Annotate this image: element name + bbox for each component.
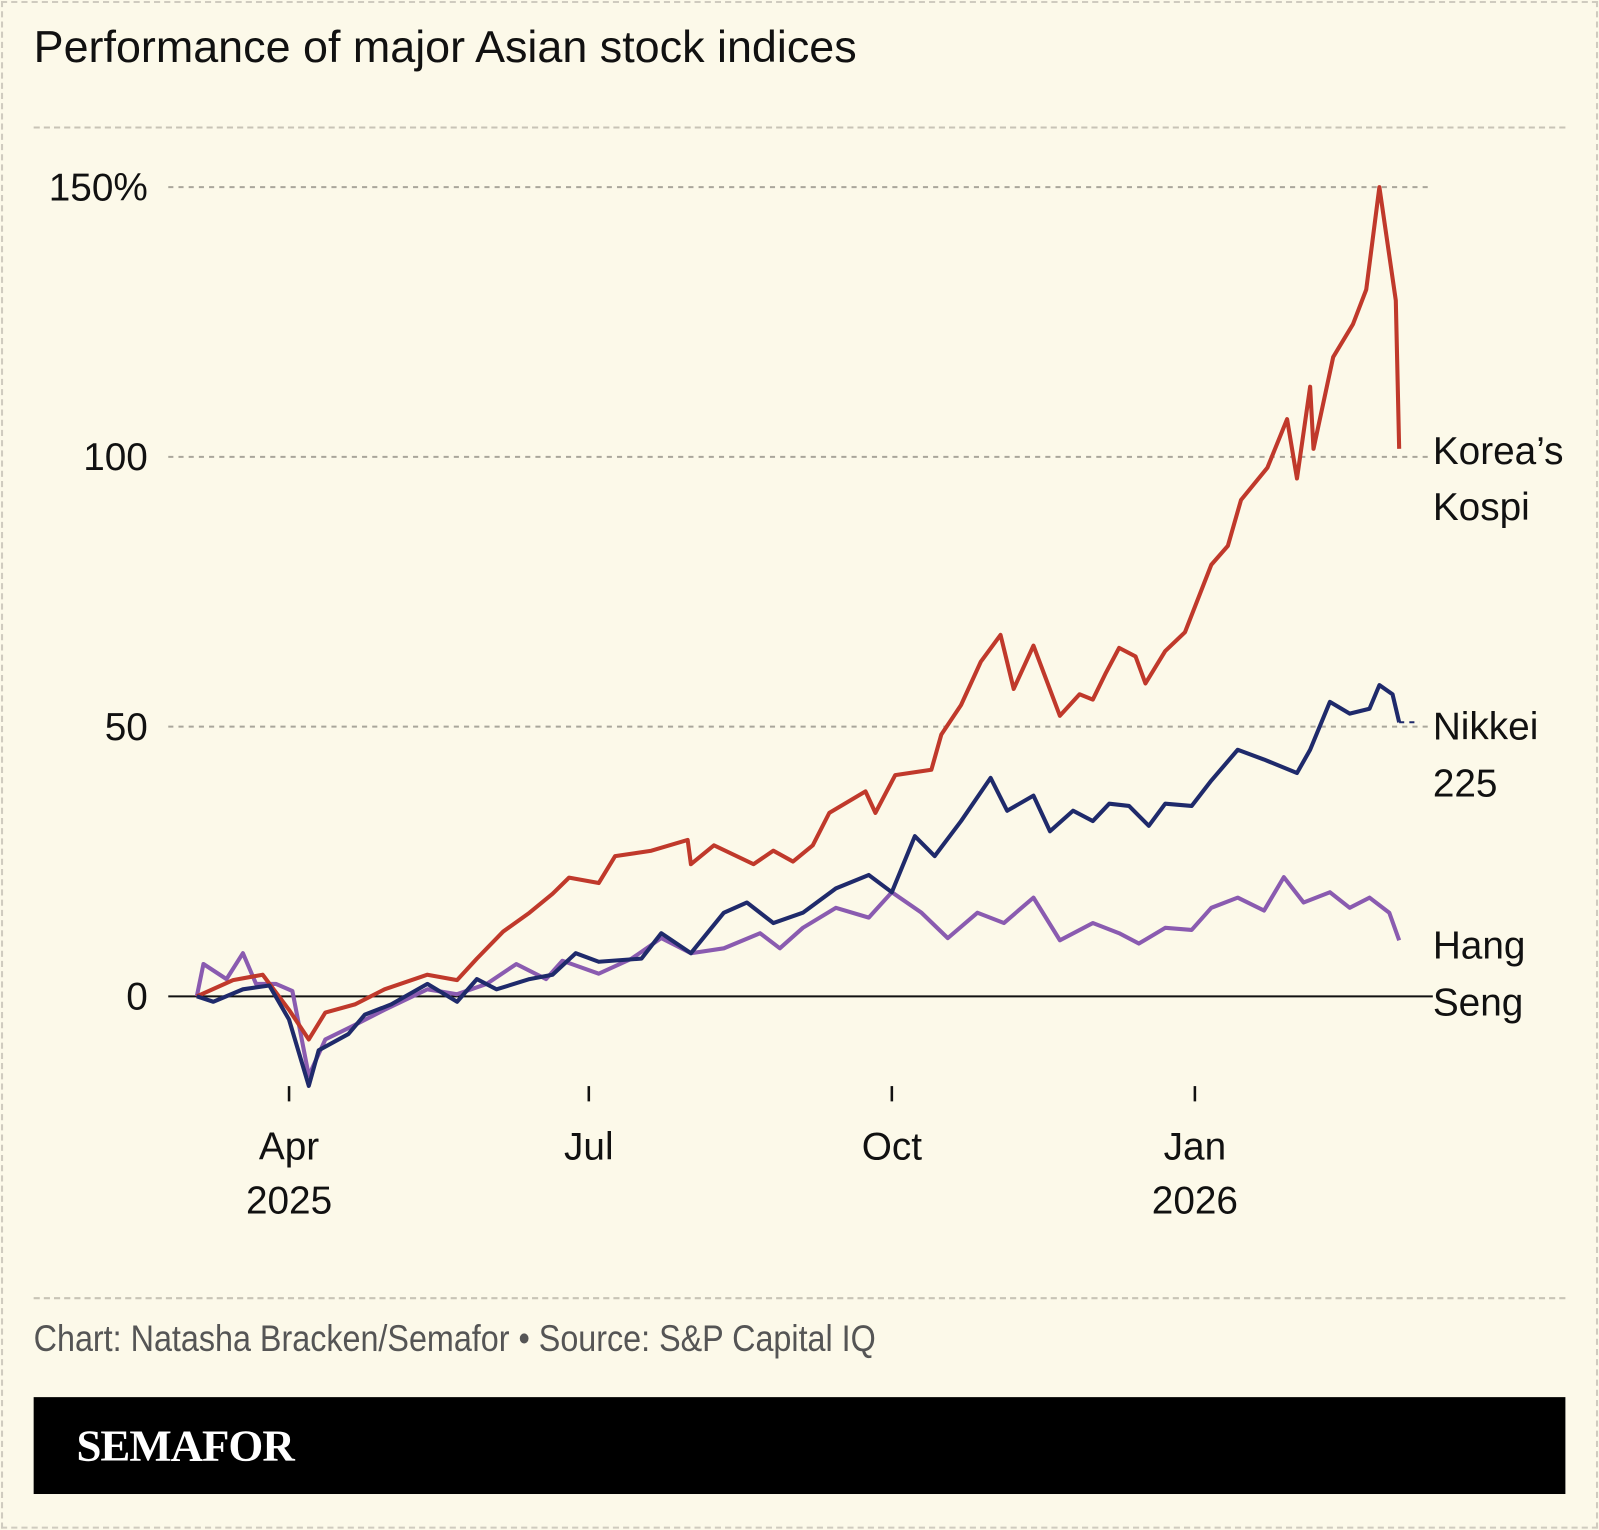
series-line-nikkei-225 xyxy=(196,683,1402,1088)
series-line-korea-s-kospi xyxy=(195,185,1402,1042)
divider-top xyxy=(33,126,1566,129)
line-chart: 150% 100 50 0 Apr 2025 Jul Oct Jan 2026 Hang Seng Ko… xyxy=(49,166,1564,1223)
series-label: Korea’s xyxy=(1433,430,1564,473)
series-label: 225 xyxy=(1433,762,1498,805)
series-label: Seng xyxy=(1433,982,1524,1025)
y-tick-label: 50 xyxy=(105,706,148,749)
series-line-hang-seng xyxy=(194,875,1402,1078)
x-tick-label: Oct xyxy=(862,1126,923,1169)
series-label: Nikkei xyxy=(1433,705,1539,748)
y-tick-label: 150% xyxy=(49,166,148,209)
series-label: Hang xyxy=(1433,925,1526,968)
chart-title: Performance of major Asian stock indices xyxy=(33,22,857,73)
series-label: Kospi xyxy=(1433,486,1530,529)
x-tick-year: 2026 xyxy=(1152,1180,1238,1223)
semafor-logo: SEMAFOR xyxy=(76,1420,294,1471)
x-tick-label: Jan xyxy=(1164,1126,1226,1169)
y-tick-label: 0 xyxy=(126,976,148,1019)
divider-bottom xyxy=(33,1297,1566,1300)
x-tick-label: Apr xyxy=(259,1126,319,1169)
y-tick-label: 100 xyxy=(83,436,148,479)
x-tick-label: Jul xyxy=(564,1126,614,1169)
chart-credit: Chart: Natasha Bracken/Semafor • Source:… xyxy=(33,1317,876,1360)
x-tick-year: 2025 xyxy=(246,1180,332,1223)
brand-band: SEMAFOR xyxy=(33,1397,1566,1495)
